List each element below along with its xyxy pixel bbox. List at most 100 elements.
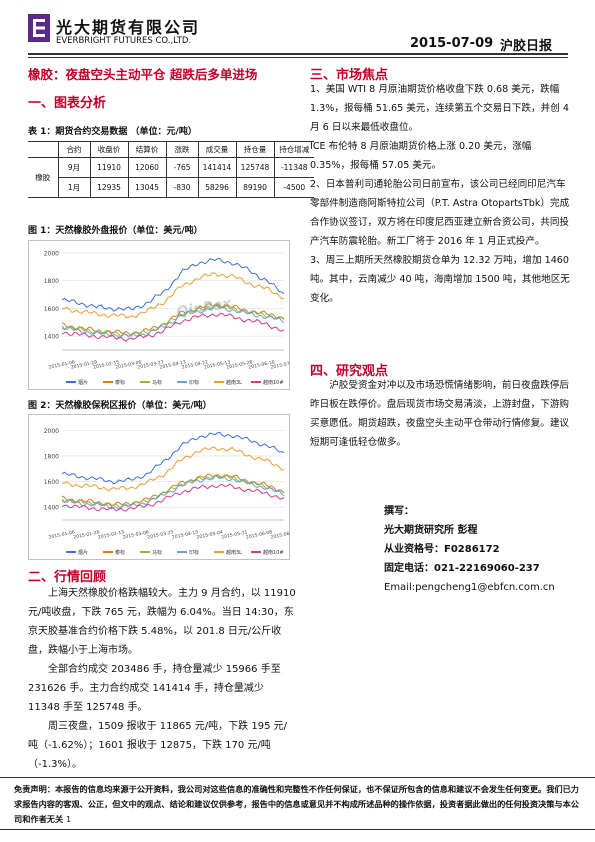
table-header: 合约: [57, 141, 91, 158]
series-line: [61, 303, 285, 339]
x-tick-label: 2015-01-29: [70, 359, 97, 370]
x-tick-label: 2015-05-04: [196, 529, 223, 540]
y-tick-label: 2000: [44, 250, 59, 257]
x-tick-label: 2015-02-15: [93, 359, 120, 370]
series-line: [61, 483, 285, 512]
y-tick-label: 1400: [44, 505, 59, 512]
table-caption: 表 1：期货合约交易数据 （单位：元/吨）: [28, 127, 197, 137]
legend-label: 马标: [152, 379, 162, 386]
series-line: [61, 446, 285, 492]
disclaimer-text: 免责声明：本报告的信息均来源于公开资料，我公司对这些信息的准确性和完整性不作任何…: [14, 784, 579, 824]
report-date: 2015-07-09: [410, 36, 494, 51]
author-label: 撰写：: [384, 506, 414, 517]
legend-label: 越南10#: [263, 379, 284, 386]
legend-label: 印标: [189, 549, 199, 556]
x-tick-label: 2015-04-15: [171, 529, 198, 540]
chart-bonded-rubber-quotes: 14001600180020002015-01-062015-01-262015…: [28, 414, 290, 560]
table-header: 成交量: [197, 141, 237, 158]
legend-label: 越南3L: [226, 379, 242, 386]
footer-divider: [0, 777, 595, 778]
table-cell: 12935: [89, 177, 129, 198]
legend-label: 马标: [152, 549, 162, 556]
legend-label: 越南10#: [263, 549, 284, 556]
author-email[interactable]: Email:pengcheng1@ebfcn.com.cn: [384, 582, 555, 593]
table-cell: 1月: [57, 177, 91, 198]
table-cell: 11910: [89, 157, 129, 178]
x-tick-label: 2015-03-06: [115, 359, 142, 370]
series-line: [61, 473, 285, 507]
x-tick-label: 2015-01-06: [48, 359, 75, 370]
y-tick-label: 1800: [44, 453, 59, 460]
author-org: 光大期货研究所 彭程: [384, 525, 478, 536]
legend-label: 越南3L: [226, 549, 242, 556]
table-header-row: 合约 收盘价 结算价 涨跌 成交量 持仓量 持仓增减: [28, 141, 314, 158]
x-tick-label: 2015-03-06: [122, 529, 149, 540]
header-divider: [28, 53, 568, 55]
section-title-market-review: 二、行情回顾: [28, 570, 107, 585]
table-header: 涨跌: [165, 141, 199, 158]
focus-paragraph: ICE 布伦特 8 月原油期货价格上涨 0.20 美元，涨幅 0.35%，报每桶…: [310, 141, 532, 171]
company-logo-icon: [28, 14, 50, 42]
legend-label: 烟片: [78, 549, 88, 556]
series-line: [61, 272, 285, 319]
table-row: 橡胶 9月 11910 12060 -765 141414 125748 -11…: [28, 157, 314, 198]
y-tick-label: 1400: [44, 334, 59, 341]
table-cell: 58296: [197, 177, 237, 198]
table-header-blank: [28, 141, 59, 158]
review-paragraph: 上海天然橡胶价格跌幅较大。主力 9 月合约，以 11910 元/吨收盘，下跌 7…: [28, 588, 296, 656]
review-paragraph: 全部合约成交 203486 手，持仓量减少 15966 手至 231626 手。…: [28, 664, 281, 713]
y-tick-label: 2000: [44, 428, 59, 435]
x-tick-label: 2015-04-22: [181, 359, 208, 370]
x-tick-label: 2015-01-26: [73, 529, 100, 540]
x-tick-label: 2015-05-28: [226, 359, 253, 370]
x-tick-label: 2015-03-27: [137, 359, 164, 370]
legend-label: 泰标: [115, 549, 125, 556]
x-tick-label: 2015-04-13: [159, 359, 186, 370]
table-product-cell: 橡胶: [28, 157, 59, 198]
focus-paragraph: 1、美国 WTI 8 月原油期货价格收盘下跌 0.68 美元，跌幅 1.3%，报…: [310, 84, 569, 133]
report-name: 沪胶日报: [500, 39, 553, 54]
review-paragraph: 周三夜盘，1509 报收于 11865 元/吨，下跌 195 元/吨（-1.62…: [28, 721, 287, 770]
market-review-text: 上海天然橡胶价格跌幅较大。主力 9 月合约，以 11910 元/吨收盘，下跌 7…: [28, 584, 296, 774]
series-line: [61, 303, 285, 337]
table-cell: -765: [165, 157, 199, 178]
table-header: 收盘价: [89, 141, 129, 158]
figure1-caption: 图 1：天然橡胶外盘报价（单位：美元/吨）: [28, 226, 203, 236]
x-tick-label: 2015-01-06: [48, 529, 75, 540]
page-number: 1: [66, 814, 72, 824]
legend-label: 烟片: [78, 379, 88, 386]
table-cell: 9月: [57, 157, 91, 178]
table-cell: -4500: [273, 177, 314, 198]
focus-paragraph: 3、周三上期所天然橡胶期货仓单为 12.32 万吨，增加 1460 吨。其中，云…: [310, 255, 570, 304]
x-tick-label: 2015-07-06: [270, 359, 290, 370]
table-header: 结算价: [127, 141, 167, 158]
section-title-market-focus: 三、市场焦点: [310, 68, 389, 83]
table-cell: -11348: [273, 157, 314, 178]
research-view-text: 沪胶受资金对冲以及市场恐慌情绪影响，前日夜盘跌停后昨日板在跌停价。盘后现货市场交…: [310, 376, 572, 452]
x-tick-label: 2015-05-13: [204, 359, 231, 370]
series-line: [61, 431, 285, 485]
contract-data-table: 合约 收盘价 结算价 涨跌 成交量 持仓量 持仓增减 橡胶 9月 11910 1…: [28, 141, 314, 198]
x-tick-label: 2015-03-25: [147, 529, 174, 540]
table-cell: -830: [165, 177, 199, 198]
x-tick-label: 2015-02-13: [97, 529, 124, 540]
series-line: [61, 257, 285, 312]
x-tick-label: 2015-06-10: [248, 359, 275, 370]
y-tick-label: 1800: [44, 278, 59, 285]
table-header: 持仓增减: [273, 141, 314, 158]
table-cell: 141414: [197, 157, 237, 178]
x-tick-label: 2015-06-08: [245, 529, 272, 540]
focus-paragraph: 2、日本普利司通轮胎公司日前宣布，该公司已经同印尼汽车零部件制造商阿斯特拉公司（…: [310, 179, 570, 247]
company-name-en: EVERBRIGHT FUTURES CO.,LTD.: [56, 36, 192, 46]
chart-frame: [28, 414, 290, 560]
table-cell: 12060: [127, 157, 167, 178]
company-name-cn: 光大期货有限公司: [56, 18, 201, 37]
table-header: 持仓量: [235, 141, 275, 158]
series-line: [61, 312, 285, 342]
table-cell: 13045: [127, 177, 167, 198]
table-row: 1月 12935 13045 -830 58296 89190 -4500: [28, 177, 314, 198]
author-block: 撰写： 光大期货研究所 彭程 从业资格号：F0286172 固定电话：021-2…: [384, 502, 555, 597]
header-divider-thin: [28, 57, 568, 58]
figure2-caption: 图 2：天然橡胶保税区报价（单位：美元/吨）: [28, 401, 212, 411]
series-line: [61, 474, 285, 510]
